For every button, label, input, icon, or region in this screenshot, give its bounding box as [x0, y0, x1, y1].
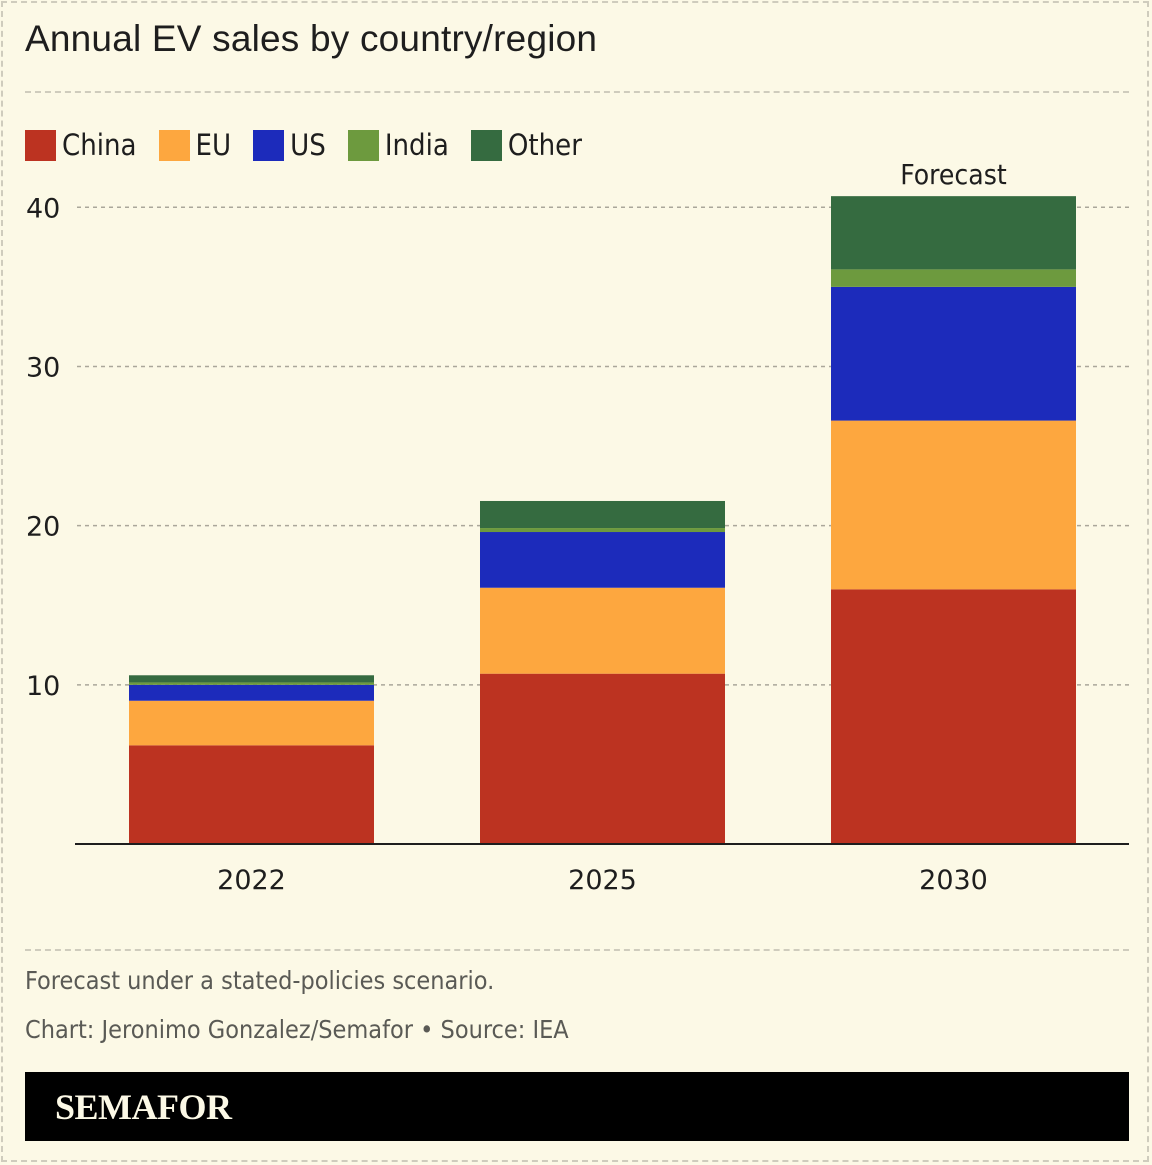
y-tick-label-10: 10 [26, 671, 60, 702]
legend-swatch-eu [158, 129, 190, 161]
bar-segment-us-2022 [129, 684, 374, 701]
bar-segment-china-2025 [480, 673, 725, 844]
legend-label-other: Other [507, 128, 582, 162]
semafor-logo: SEMAFOR [55, 1087, 232, 1127]
legend-item-eu: EU [158, 128, 232, 162]
bar-segment-other-2030 [831, 196, 1076, 270]
brand-bar: SEMAFOR [25, 1072, 1129, 1141]
bar-segment-eu-2025 [480, 587, 725, 674]
bar-segment-india-2022 [129, 682, 374, 685]
legend-swatch-india [347, 129, 379, 161]
y-tick-label-30: 30 [26, 352, 60, 383]
footer-divider [25, 949, 1129, 951]
legend-swatch-china [25, 129, 56, 161]
x-tick-label-2025: 2025 [568, 865, 637, 896]
bar-segment-eu-2030 [831, 420, 1076, 590]
legend: China EU US India Other [25, 128, 604, 162]
x-tick-label-2022: 2022 [217, 865, 286, 896]
legend-label-us: US [290, 128, 326, 162]
bar-segment-china-2030 [831, 589, 1076, 844]
x-tick-label-2030: 2030 [919, 865, 988, 896]
bar-segment-india-2030 [831, 269, 1076, 287]
legend-item-other: Other [470, 128, 582, 162]
legend-item-india: India [347, 128, 449, 162]
legend-swatch-other [470, 129, 502, 161]
legend-label-eu: EU [195, 128, 232, 162]
bar-segment-other-2025 [480, 500, 725, 529]
bar-segment-us-2030 [831, 286, 1076, 421]
footnote: Forecast under a stated-policies scenari… [25, 966, 495, 995]
bar-segment-eu-2022 [129, 700, 374, 746]
y-tick-label-20: 20 [26, 512, 60, 543]
credit-line: Chart: Jeronimo Gonzalez/Semafor • Sourc… [25, 1015, 569, 1044]
chart-title: Annual EV sales by country/region [25, 18, 598, 59]
legend-item-china: China [25, 128, 137, 162]
legend-item-us: US [253, 128, 326, 162]
title-divider [25, 91, 1129, 93]
legend-label-india: India [384, 128, 449, 162]
bar-segment-us-2025 [480, 532, 725, 588]
bar-segment-india-2025 [480, 528, 725, 533]
bar-segment-china-2022 [129, 745, 374, 844]
y-tick-label-40: 40 [26, 193, 60, 224]
legend-swatch-us [253, 129, 285, 161]
forecast-annotation: Forecast [900, 158, 1007, 191]
legend-label-china: China [62, 128, 137, 162]
bar-segment-other-2022 [129, 675, 374, 683]
